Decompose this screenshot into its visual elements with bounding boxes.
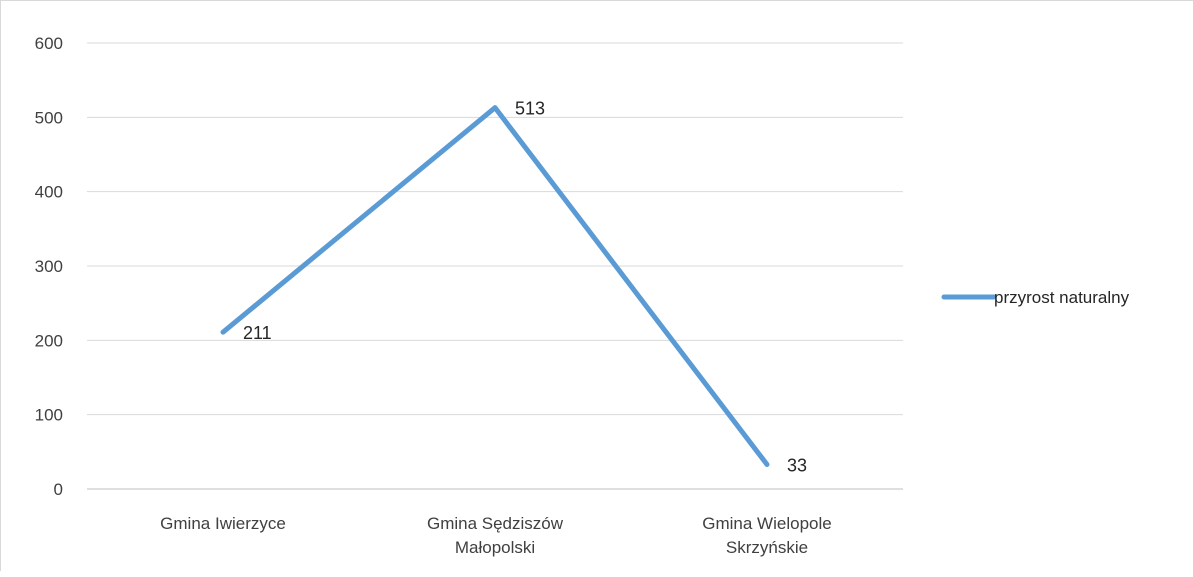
y-tick-label: 0 <box>54 480 63 499</box>
data-label: 33 <box>787 455 807 475</box>
y-tick-label: 500 <box>35 108 63 127</box>
series-layer <box>223 108 767 465</box>
legend-label: przyrost naturalny <box>994 288 1130 307</box>
y-tick-label: 300 <box>35 257 63 276</box>
y-tick-label: 400 <box>35 183 63 202</box>
data-label: 513 <box>515 99 545 119</box>
data-labels: 211 513 33 <box>243 99 807 476</box>
legend: przyrost naturalny <box>944 288 1130 307</box>
y-axis: 0 100 200 300 400 500 600 <box>35 34 63 499</box>
y-tick-label: 200 <box>35 331 63 350</box>
series-line <box>223 108 767 465</box>
y-tick-label: 100 <box>35 406 63 425</box>
data-label: 211 <box>243 323 272 343</box>
y-tick-label: 600 <box>35 34 63 53</box>
x-tick-label: Gmina Iwierzyce <box>160 514 286 533</box>
